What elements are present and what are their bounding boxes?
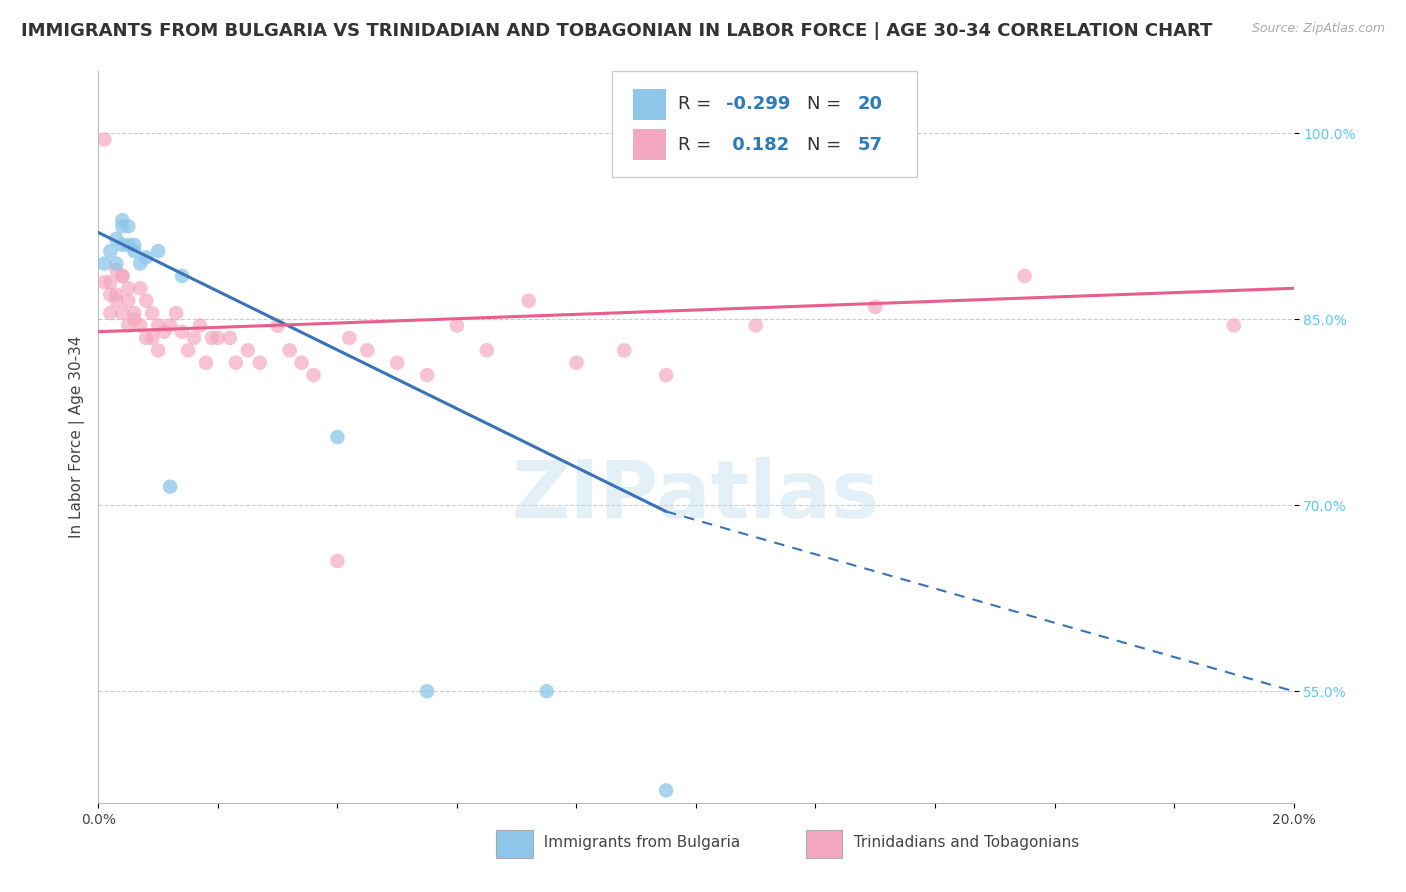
Point — [105, 262, 128, 277]
Text: IMMIGRANTS FROM BULGARIA VS TRINIDADIAN AND TOBAGONIAN IN LABOR FORCE | AGE 30-3: IMMIGRANTS FROM BULGARIA VS TRINIDADIAN … — [21, 22, 1212, 40]
Point — [93, 275, 115, 289]
Point — [141, 306, 163, 320]
Bar — [633, 129, 666, 160]
Point — [249, 356, 271, 370]
Point — [129, 256, 152, 270]
Point — [1014, 268, 1036, 283]
Text: N =: N = — [807, 136, 846, 153]
Point — [172, 268, 194, 283]
Text: -0.299: -0.299 — [725, 95, 790, 113]
Text: 0.182: 0.182 — [725, 136, 789, 153]
Point — [416, 368, 439, 383]
Point — [655, 368, 678, 383]
Point — [183, 331, 205, 345]
Point — [267, 318, 290, 333]
Text: Trinidadians and Tobagonians: Trinidadians and Tobagonians — [844, 836, 1078, 850]
Point — [385, 356, 409, 370]
Point — [416, 684, 439, 698]
Point — [117, 318, 139, 333]
Text: N =: N = — [807, 95, 846, 113]
Text: Source: ZipAtlas.com: Source: ZipAtlas.com — [1251, 22, 1385, 36]
Point — [117, 281, 139, 295]
Text: R =: R = — [678, 95, 717, 113]
Point — [98, 275, 122, 289]
Point — [124, 306, 146, 320]
Point — [135, 331, 157, 345]
Point — [111, 268, 134, 283]
FancyBboxPatch shape — [613, 71, 917, 178]
Point — [105, 256, 128, 270]
Point — [159, 480, 181, 494]
Point — [93, 132, 115, 146]
Point — [148, 244, 170, 259]
Point — [98, 306, 122, 320]
Point — [172, 325, 194, 339]
Point — [536, 684, 558, 698]
Point — [111, 238, 134, 252]
Point — [129, 281, 152, 295]
Point — [117, 238, 139, 252]
Point — [207, 331, 229, 345]
Text: 20: 20 — [858, 95, 883, 113]
Point — [124, 238, 146, 252]
Point — [201, 331, 224, 345]
Point — [111, 219, 134, 234]
Point — [302, 368, 325, 383]
Point — [475, 343, 498, 358]
Point — [111, 268, 134, 283]
Point — [124, 244, 146, 259]
Y-axis label: In Labor Force | Age 30-34: In Labor Force | Age 30-34 — [69, 335, 84, 539]
Point — [165, 306, 187, 320]
Point — [148, 343, 170, 358]
Point — [613, 343, 636, 358]
Point — [188, 318, 211, 333]
Point — [565, 356, 588, 370]
Point — [326, 430, 349, 444]
Point — [291, 356, 314, 370]
Point — [129, 318, 152, 333]
Bar — [633, 89, 666, 120]
Point — [446, 318, 468, 333]
Point — [117, 293, 139, 308]
Point — [98, 244, 122, 259]
Point — [655, 783, 678, 797]
Point — [745, 318, 768, 333]
Point — [135, 250, 157, 264]
Point — [356, 343, 378, 358]
Point — [141, 331, 163, 345]
Point — [98, 287, 122, 301]
Point — [195, 356, 218, 370]
Point — [326, 554, 349, 568]
Point — [1223, 318, 1246, 333]
Point — [278, 343, 301, 358]
Point — [177, 343, 200, 358]
Point — [135, 293, 157, 308]
Text: Immigrants from Bulgaria: Immigrants from Bulgaria — [534, 836, 741, 850]
Point — [105, 232, 128, 246]
Point — [111, 213, 134, 227]
Point — [93, 256, 115, 270]
Text: R =: R = — [678, 136, 717, 153]
Text: ZIPatlas: ZIPatlas — [512, 457, 880, 534]
Point — [219, 331, 242, 345]
Point — [117, 219, 139, 234]
Point — [105, 287, 128, 301]
Point — [225, 356, 247, 370]
Point — [124, 312, 146, 326]
Point — [111, 306, 134, 320]
Point — [339, 331, 361, 345]
Point — [105, 293, 128, 308]
Text: 57: 57 — [858, 136, 883, 153]
Point — [153, 325, 176, 339]
Point — [236, 343, 259, 358]
Point — [148, 318, 170, 333]
Point — [517, 293, 540, 308]
Point — [159, 318, 181, 333]
Point — [865, 300, 887, 314]
